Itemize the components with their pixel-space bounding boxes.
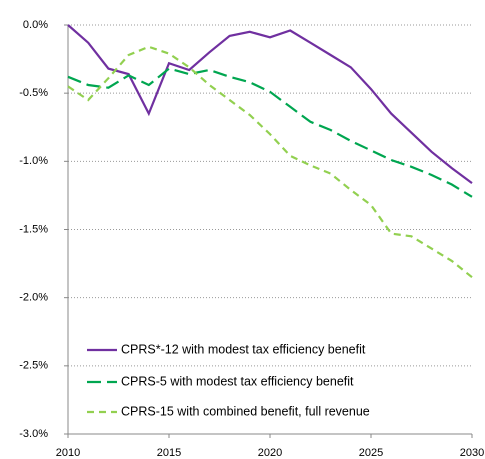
- x-tick-label: 2020: [258, 447, 282, 459]
- y-tick-label: -0.5%: [19, 87, 48, 99]
- legend-label: CPRS-15 with combined benefit, full reve…: [121, 404, 370, 418]
- legend-label: CPRS-5 with modest tax efficiency benefi…: [121, 374, 354, 388]
- x-tick-label: 2030: [460, 447, 484, 459]
- series-line: [67, 67, 473, 198]
- legend-label: CPRS*-12 with modest tax efficiency bene…: [121, 342, 366, 356]
- x-tick-label: 2025: [359, 447, 383, 459]
- y-tick-label: -2.0%: [19, 292, 48, 304]
- y-tick-label: -3.0%: [19, 428, 48, 440]
- y-tick-label: -1.0%: [19, 155, 48, 167]
- y-tick-label: 0.0%: [23, 19, 48, 31]
- series-line: [67, 45, 473, 279]
- x-tick-label: 2015: [157, 447, 181, 459]
- series-line: [67, 24, 473, 184]
- y-tick-label: -2.5%: [19, 360, 48, 372]
- x-tick-label: 2010: [56, 447, 80, 459]
- y-tick-label: -1.5%: [19, 223, 48, 235]
